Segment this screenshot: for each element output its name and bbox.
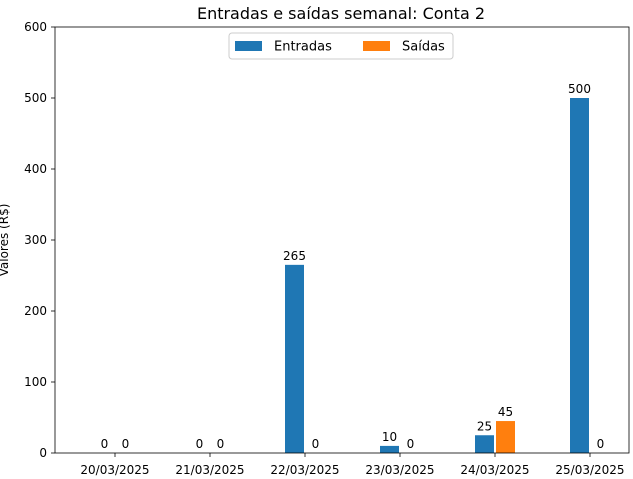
bar-value-label: 265 (283, 249, 306, 263)
bar-entradas (570, 98, 589, 453)
legend-label: Entradas (274, 40, 332, 55)
y-tick-label: 200 (24, 304, 47, 318)
x-tick-label: 22/03/2025 (270, 463, 339, 477)
x-tick-label: 20/03/2025 (80, 463, 149, 477)
x-tick-label: 25/03/2025 (555, 463, 624, 477)
x-tick-label: 24/03/2025 (460, 463, 529, 477)
bar-value-label: 0 (217, 437, 225, 451)
y-axis-label: Valores (R$) (0, 204, 11, 277)
bar-value-label: 10 (382, 430, 397, 444)
bar-entradas (380, 445, 399, 453)
legend-frame (228, 32, 454, 60)
legend: Entradas Saídas (228, 32, 454, 60)
bar-value-label: 0 (407, 437, 415, 451)
legend-label: Saídas (402, 40, 445, 55)
y-tick-label: 0 (39, 446, 47, 460)
legend-swatch-saídas (363, 41, 390, 51)
bar-value-label: 0 (196, 437, 204, 451)
y-tick-label: 500 (24, 91, 47, 105)
plot-frame (54, 26, 630, 454)
bar-value-label: 0 (101, 437, 109, 451)
y-tick-label: 100 (24, 375, 47, 389)
y-tick-label: 300 (24, 233, 47, 247)
bar-value-label: 500 (568, 82, 591, 96)
x-tick-label: 23/03/2025 (365, 463, 434, 477)
legend-swatch-entradas (235, 41, 262, 51)
x-tick-label: 21/03/2025 (175, 463, 244, 477)
chart-title: Entradas e saídas semanal: Conta 2 (197, 4, 485, 23)
bar-value-label: 0 (122, 437, 130, 451)
bar-value-label: 45 (498, 405, 513, 419)
bar-value-label: 25 (477, 419, 492, 433)
bar-entradas (475, 435, 494, 453)
y-tick-label: 400 (24, 162, 47, 176)
y-tick-label: 600 (24, 20, 47, 34)
bar-value-label: 0 (312, 437, 320, 451)
bar-value-label: 0 (597, 437, 605, 451)
bar-saídas (496, 421, 515, 453)
bar-entradas (285, 264, 304, 453)
